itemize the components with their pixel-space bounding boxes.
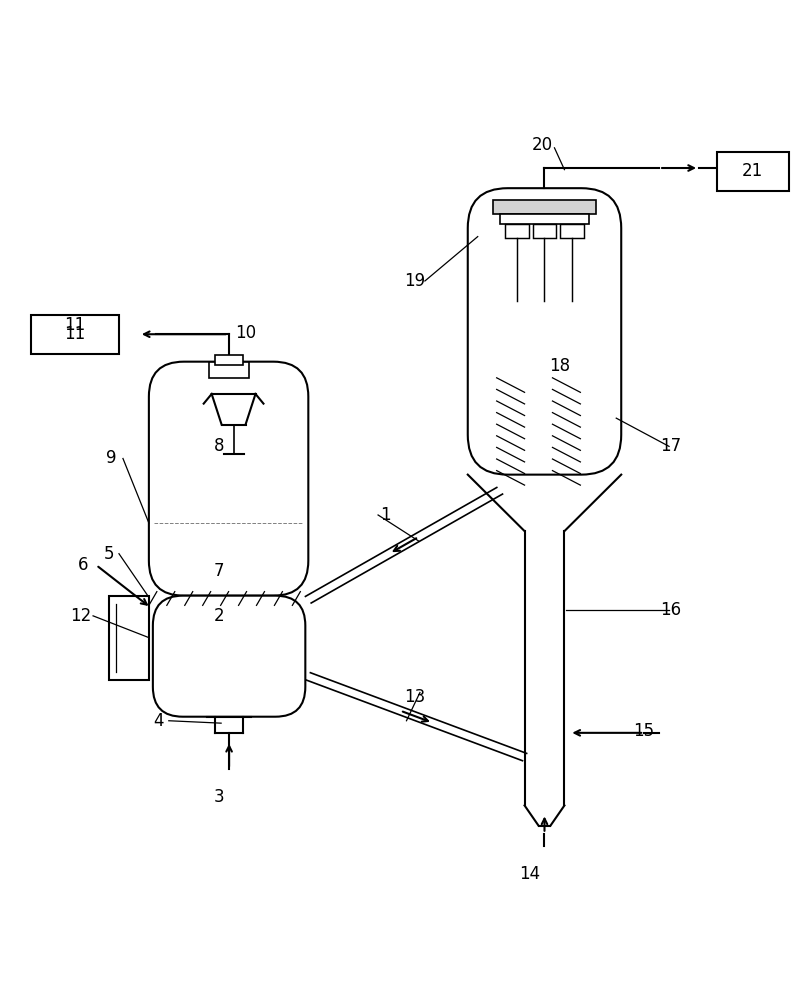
Text: 14: 14 bbox=[519, 865, 540, 883]
FancyBboxPatch shape bbox=[153, 596, 306, 716]
FancyBboxPatch shape bbox=[468, 188, 622, 474]
Bar bbox=[500, 214, 590, 224]
Bar bbox=[717, 152, 789, 191]
Text: 5: 5 bbox=[104, 544, 114, 563]
Text: 21: 21 bbox=[742, 162, 763, 180]
Bar bbox=[533, 224, 557, 238]
Text: 19: 19 bbox=[404, 272, 426, 289]
Text: 13: 13 bbox=[404, 688, 426, 705]
Text: 12: 12 bbox=[70, 607, 92, 624]
Text: 8: 8 bbox=[214, 438, 224, 455]
FancyBboxPatch shape bbox=[149, 362, 308, 596]
Bar bbox=[209, 362, 249, 377]
Text: 4: 4 bbox=[154, 711, 164, 730]
Bar bbox=[493, 201, 596, 214]
Text: 15: 15 bbox=[634, 722, 654, 740]
Bar bbox=[561, 224, 584, 238]
Text: 10: 10 bbox=[235, 324, 256, 343]
Text: 3: 3 bbox=[214, 788, 224, 806]
Text: 11: 11 bbox=[65, 325, 86, 343]
Bar bbox=[109, 596, 149, 681]
Text: 17: 17 bbox=[661, 438, 682, 455]
Bar bbox=[31, 315, 119, 354]
Text: 7: 7 bbox=[214, 562, 224, 581]
Text: 9: 9 bbox=[106, 450, 116, 467]
Text: 2: 2 bbox=[214, 607, 224, 624]
Text: 11: 11 bbox=[65, 316, 86, 334]
Bar bbox=[505, 224, 529, 238]
Text: 1: 1 bbox=[380, 506, 390, 524]
Text: 18: 18 bbox=[549, 357, 570, 374]
Text: 16: 16 bbox=[661, 601, 682, 619]
Text: 6: 6 bbox=[78, 556, 88, 574]
Text: 20: 20 bbox=[532, 136, 553, 154]
Bar bbox=[214, 356, 242, 365]
